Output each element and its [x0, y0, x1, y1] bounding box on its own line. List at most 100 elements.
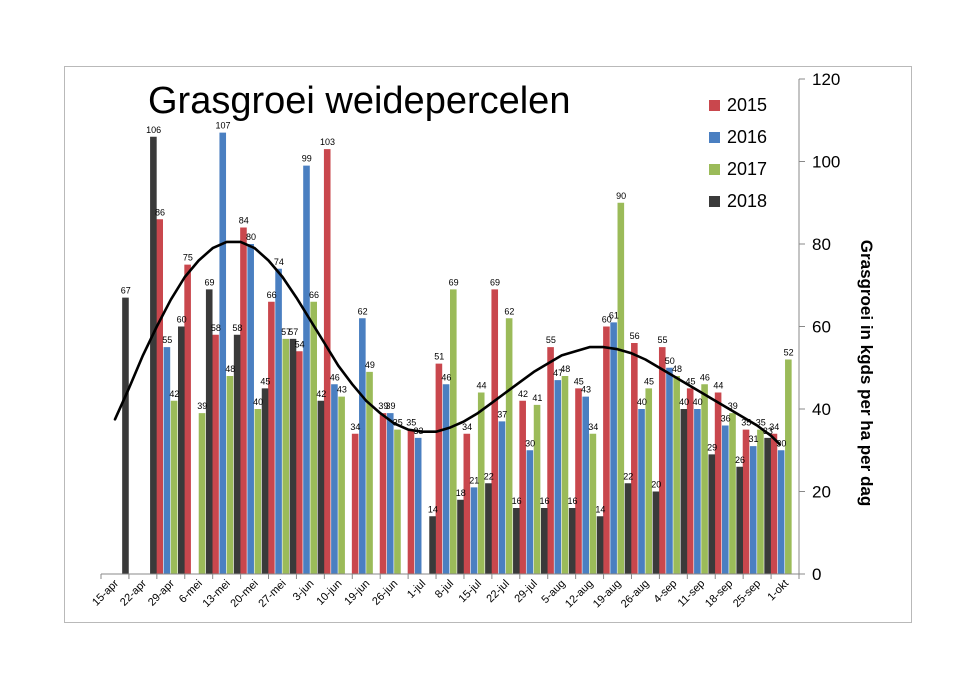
value-label-2017-12-aug: 34: [588, 422, 598, 432]
value-label-2018-15-jul: 22: [484, 471, 494, 481]
bar-2017-3-jun: [310, 301, 317, 574]
value-label-2017-10-jun: 43: [337, 385, 347, 395]
bar-2015-22-jul: [491, 289, 499, 574]
value-label-2015-18-sep: 44: [713, 381, 723, 391]
value-label-2017-25-sep: 35: [756, 418, 766, 428]
bar-2018-25-sep: [764, 437, 771, 574]
bar-2016-20-mei: [247, 244, 254, 574]
value-label-2018-15-apr: 67: [121, 286, 131, 296]
value-label-2017-6-mei: 39: [197, 401, 207, 411]
value-label-2017-3-jun: 66: [309, 290, 319, 300]
bar-2016-15-jul: [470, 487, 478, 574]
value-label-2015-5-aug: 55: [546, 335, 556, 345]
bar-2017-8-jul: [450, 289, 457, 574]
x-tick-label-11-sep: 11-sep: [676, 578, 708, 610]
bar-2016-29-jul: [526, 450, 534, 574]
bar-2017-11-sep: [701, 384, 708, 574]
bar-2017-1-okt: [785, 359, 792, 574]
bar-2017-12-aug: [589, 433, 597, 574]
bar-2018-26-aug: [652, 491, 660, 574]
value-label-2018-26-aug: 20: [651, 480, 661, 490]
legend-label-2017: 2017: [727, 159, 767, 179]
trendline-layer: [113, 240, 781, 446]
value-label-2017-26-jun: 35: [393, 418, 403, 428]
x-tick-label-19-aug: 19-aug: [591, 578, 624, 611]
value-label-2016-11-sep: 40: [693, 397, 703, 407]
x-tick-label-3-jun: 3-jun: [291, 578, 317, 604]
x-tick-label-29-apr: 29-apr: [146, 577, 177, 608]
value-label-2015-15-jul: 34: [462, 422, 472, 432]
value-label-2016-25-sep: 31: [749, 434, 759, 444]
value-label-2018-6-mei: 69: [205, 277, 215, 287]
x-tick-label-22-jul: 22-jul: [484, 578, 512, 606]
value-label-2018-22-apr: 106: [146, 125, 161, 135]
x-tick-label-12-aug: 12-aug: [563, 578, 596, 611]
value-label-2016-19-aug: 61: [609, 310, 619, 320]
value-label-2018-18-sep: 26: [735, 455, 745, 465]
x-tick-label-20-mei: 20-mei: [228, 578, 260, 610]
bar-2015-29-jul: [519, 400, 526, 574]
bar-2015-11-sep: [686, 388, 694, 574]
bar-2015-10-jun: [323, 149, 331, 574]
bar-2016-29-apr: [163, 347, 171, 574]
x-tick-label-13-mei: 13-mei: [200, 578, 232, 610]
value-label-2015-22-jul: 69: [490, 277, 500, 287]
bar-2018-4-sep: [680, 409, 688, 574]
value-label-2015-8-jul: 51: [434, 352, 444, 362]
value-label-2017-11-sep: 46: [700, 372, 710, 382]
bar-2015-26-jun: [379, 413, 387, 574]
value-label-2017-5-aug: 48: [560, 364, 570, 374]
bar-2015-4-sep: [658, 347, 666, 574]
value-label-2018-4-sep: 40: [679, 397, 689, 407]
value-label-2015-20-mei: 84: [239, 216, 249, 226]
value-label-2018-5-aug: 16: [567, 496, 577, 506]
bar-2017-20-mei: [254, 409, 262, 574]
bar-2018-5-aug: [568, 508, 576, 574]
value-label-2018-29-jul: 16: [540, 496, 550, 506]
value-label-2016-15-jul: 21: [469, 475, 479, 485]
legend-label-2015: 2015: [727, 95, 767, 115]
value-label-2015-1-jul: 35: [406, 418, 416, 428]
value-label-2017-15-jul: 44: [477, 381, 487, 391]
bar-2018-19-aug: [624, 483, 632, 574]
bar-2018-29-apr: [178, 326, 185, 574]
bar-2017-18-sep: [729, 413, 736, 574]
bar-2016-5-aug: [554, 380, 562, 574]
bar-2018-29-jul: [540, 508, 548, 574]
y-axis-label: Grasgroei in kgds per ha per dag: [857, 240, 876, 506]
value-label-2016-26-jun: 39: [386, 401, 396, 411]
value-label-2015-27-mei: 66: [267, 290, 277, 300]
chart-title: Grasgroei weidepercelen: [148, 80, 570, 122]
trendline: [113, 240, 781, 446]
value-label-2015-10-jun: 103: [320, 137, 335, 147]
bar-2016-10-jun: [331, 384, 338, 574]
bar-2015-19-aug: [603, 326, 610, 574]
bar-2017-10-jun: [338, 396, 345, 574]
value-label-2017-20-mei: 40: [253, 397, 263, 407]
bar-2016-27-mei: [275, 268, 282, 574]
value-label-2018-25-sep: 33: [763, 426, 773, 436]
bar-2017-29-jul: [533, 404, 541, 574]
bar-2018-12-aug: [596, 516, 604, 574]
bar-2018-22-apr: [150, 136, 157, 574]
value-label-2017-19-jun: 49: [365, 360, 375, 370]
y-tick-label-100: 100: [812, 153, 840, 172]
value-label-2018-27-mei: 57: [288, 327, 298, 337]
bar-2017-19-jun: [366, 371, 373, 574]
bar-2015-19-jun: [351, 433, 359, 574]
bar-2015-15-jul: [463, 433, 471, 574]
value-label-2018-20-mei: 45: [260, 376, 270, 386]
value-label-2015-29-jul: 42: [518, 389, 528, 399]
bar-2016-1-okt: [777, 450, 785, 574]
bar-2018-1-jul: [429, 516, 436, 574]
x-tick-label-8-jul: 8-jul: [433, 578, 456, 601]
bar-2018-22-jul: [513, 508, 520, 574]
bar-2017-22-jul: [505, 318, 513, 574]
y-tick-label-60: 60: [812, 318, 831, 337]
y-tick-label-20: 20: [812, 483, 831, 502]
value-label-2015-3-jun: 54: [295, 339, 305, 349]
value-label-2016-4-sep: 50: [665, 356, 675, 366]
bar-2016-13-mei: [219, 132, 227, 574]
value-label-2017-29-apr: 42: [169, 389, 179, 399]
